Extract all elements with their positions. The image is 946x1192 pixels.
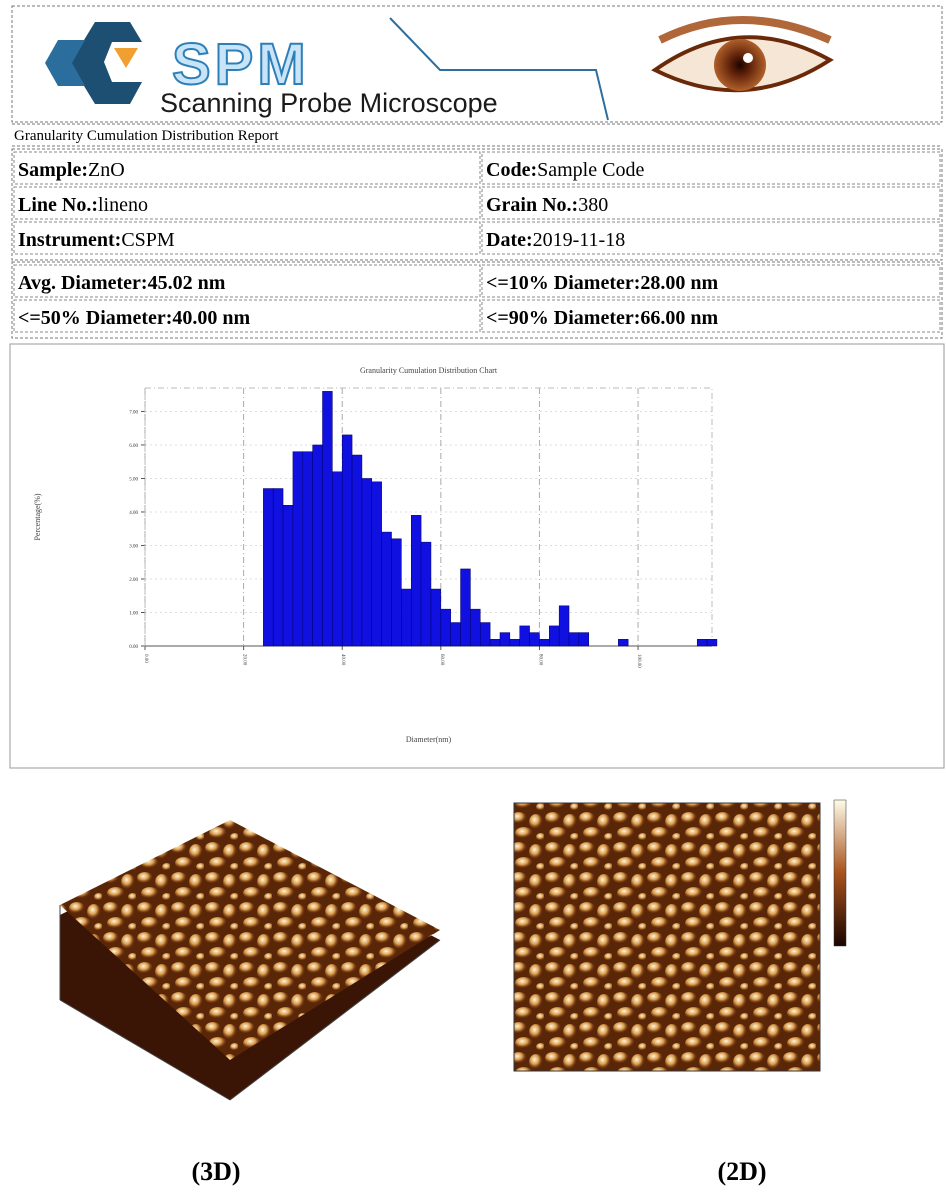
caption: (3D)	[191, 1157, 240, 1186]
field-value: CSPM	[121, 229, 175, 251]
y-axis-label: Percentage(%)	[33, 493, 42, 540]
bar	[559, 606, 569, 646]
header-subtitle: Scanning Probe Microscope	[160, 88, 498, 118]
x-tick-label: 40.00	[340, 654, 345, 666]
cell-text: <=10% Diameter:28.00 nm	[486, 272, 719, 294]
chart: Granularity Cumulation Distribution Char…	[33, 366, 717, 744]
y-tick-label: 7.00	[129, 410, 138, 415]
bar	[392, 539, 402, 646]
bar	[322, 391, 332, 646]
bar	[382, 532, 392, 646]
bar	[273, 489, 283, 646]
bar	[283, 505, 293, 646]
y-tick-label: 5.00	[129, 477, 138, 482]
bar	[441, 609, 451, 646]
bar	[352, 455, 362, 646]
x-tick-label: 80.00	[537, 654, 542, 666]
report: SPM Scanning Probe Microscope Granularit…	[0, 0, 946, 1192]
cell-text: Instrument:CSPM	[18, 229, 175, 251]
x-axis-label: Diameter(nm)	[406, 735, 452, 744]
field-label: Avg. Diameter:	[18, 272, 148, 294]
bar	[303, 452, 313, 646]
report-title: Granularity Cumulation Distribution Repo…	[14, 128, 279, 144]
bar	[549, 626, 559, 646]
bar	[500, 633, 510, 646]
page: {"header": {"logo": "SPM", "subtitle": "…	[0, 0, 946, 1192]
field-value: 380	[578, 194, 608, 216]
field-label: Date:	[486, 229, 533, 251]
field-value: 28.00 nm	[640, 272, 718, 294]
cell-text: Code:Sample Code	[486, 159, 644, 181]
field-value: lineno	[98, 194, 148, 216]
field-label: <=50% Diameter:	[18, 307, 172, 329]
field-value: 45.02 nm	[148, 272, 226, 294]
cell-text: Avg. Diameter:45.02 nm	[18, 272, 226, 294]
cell-text: <=90% Diameter:66.00 nm	[486, 307, 719, 329]
caption: (2D)	[717, 1157, 766, 1186]
eye-iris	[714, 39, 766, 91]
bar	[431, 589, 441, 646]
bar	[342, 435, 352, 646]
cell-text: <=50% Diameter:40.00 nm	[18, 307, 251, 329]
bar	[461, 569, 471, 646]
y-tick-label: 1.00	[129, 611, 138, 616]
x-tick-label: 100.00	[636, 654, 641, 668]
cell-text: Sample:ZnO	[18, 159, 125, 181]
bar	[401, 589, 411, 646]
field-label: <=90% Diameter:	[486, 307, 640, 329]
bar	[421, 542, 431, 646]
field-label: Code:	[486, 159, 537, 181]
bar	[263, 489, 273, 646]
bar	[530, 633, 540, 646]
eye-glint	[743, 53, 753, 63]
bar	[510, 639, 520, 646]
field-value: 40.00 nm	[172, 307, 250, 329]
bar	[707, 639, 717, 646]
field-label: Instrument:	[18, 229, 121, 251]
chart-title: Granularity Cumulation Distribution Char…	[360, 366, 498, 375]
bar	[618, 639, 628, 646]
field-value: 66.00 nm	[640, 307, 718, 329]
afm-2d-image	[514, 800, 846, 1071]
bar	[372, 482, 382, 646]
cell-text: Grain No.:380	[486, 194, 608, 216]
bar	[332, 472, 342, 646]
y-tick-label: 2.00	[129, 578, 138, 583]
afm-3d-image	[60, 820, 440, 1100]
y-tick-label: 0.00	[129, 645, 138, 650]
bar	[470, 609, 480, 646]
bar	[313, 445, 323, 646]
x-tick-label: 20.00	[242, 654, 247, 666]
bar	[480, 623, 490, 646]
x-tick-label: 0.00	[143, 654, 148, 663]
cell-text: Line No.:lineno	[18, 194, 148, 216]
bar	[579, 633, 589, 646]
cell-text: Date:2019-11-18	[486, 229, 625, 251]
x-tick-label: 60.00	[439, 654, 444, 666]
field-label: Grain No.:	[486, 194, 578, 216]
bar	[697, 639, 707, 646]
bar	[451, 623, 461, 646]
bar	[539, 639, 549, 646]
chart-box	[10, 344, 944, 768]
field-label: Line No.:	[18, 194, 98, 216]
bar	[362, 478, 372, 646]
logo-mark	[114, 48, 138, 68]
logo-mark	[70, 22, 142, 104]
field-value: Sample Code	[537, 159, 644, 181]
bar	[520, 626, 530, 646]
field-value: ZnO	[88, 159, 125, 181]
field-label: <=10% Diameter:	[486, 272, 640, 294]
field-value: 2019-11-18	[533, 229, 626, 251]
bar	[569, 633, 579, 646]
bar	[490, 639, 500, 646]
y-tick-label: 3.00	[129, 544, 138, 549]
bar	[411, 515, 421, 646]
y-tick-label: 4.00	[129, 511, 138, 516]
y-tick-label: 6.00	[129, 444, 138, 449]
tables: Sample:ZnO Code:Sample Code Line No.:linen…	[12, 149, 942, 338]
bar	[293, 452, 303, 646]
field-label: Sample:	[18, 159, 88, 181]
